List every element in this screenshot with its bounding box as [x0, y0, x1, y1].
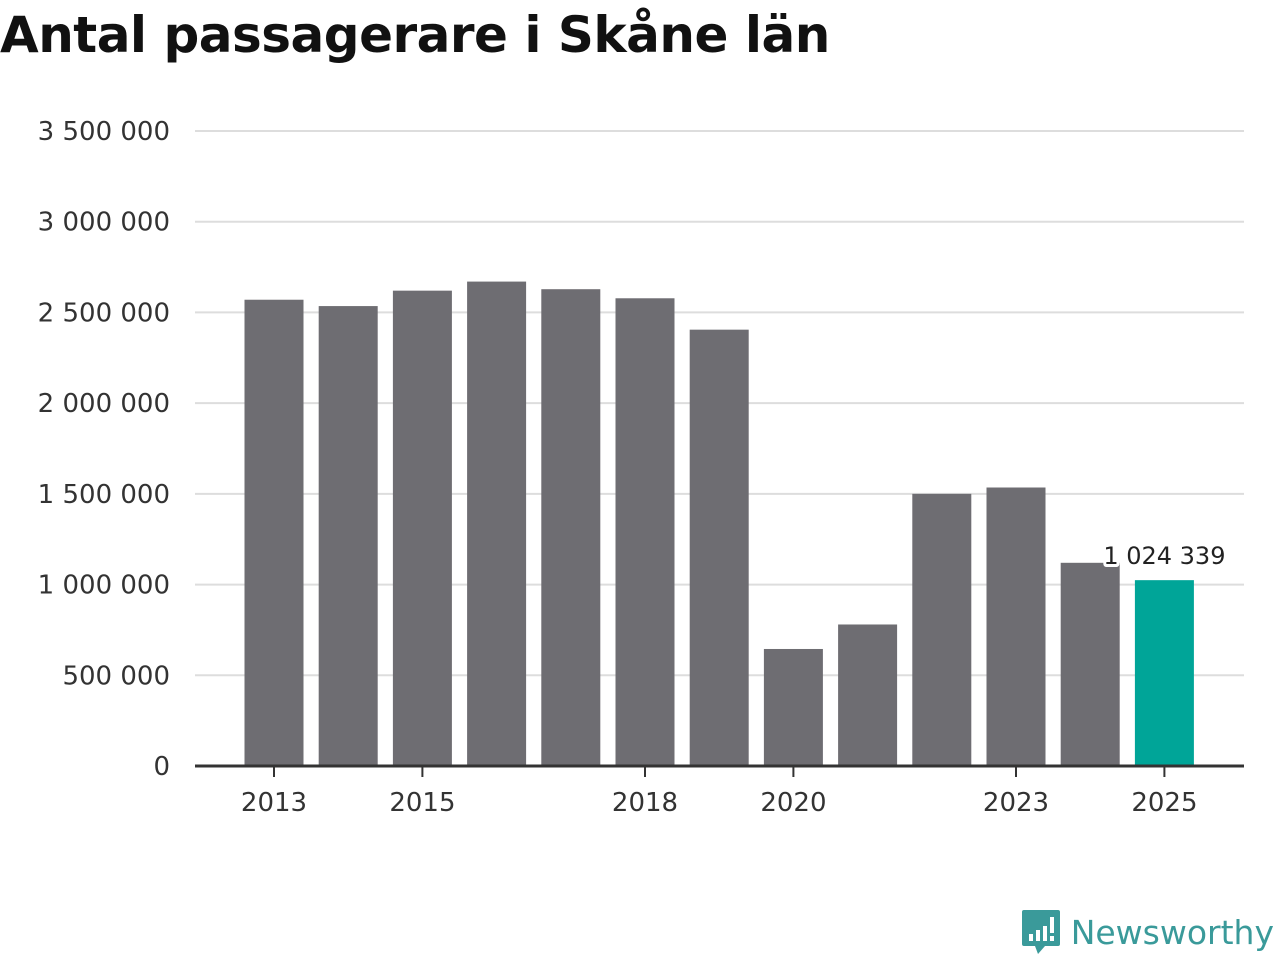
bar-2017 [541, 289, 601, 766]
x-tick-label: 2018 [612, 788, 678, 818]
bar-2024 [1060, 562, 1120, 766]
bar-2018 [615, 298, 675, 766]
y-tick-label: 1 500 000 [38, 480, 170, 510]
brand-logo: Newsworthy [1021, 908, 1274, 956]
y-tick-label: 2 500 000 [38, 298, 170, 328]
bar-2013 [244, 299, 304, 766]
bar-2015 [392, 290, 452, 766]
x-tick-label: 2015 [389, 788, 455, 818]
newsworthy-logo-icon [1021, 910, 1060, 954]
bars [244, 281, 1194, 766]
bar-2014 [318, 306, 378, 766]
chart-title: Antal passagerare i Skåne län [0, 6, 830, 64]
y-tick-label: 2 000 000 [38, 389, 170, 419]
y-tick-label: 500 000 [62, 661, 170, 691]
y-tick-label: 3 500 000 [38, 117, 170, 147]
data-labels: 1 024 339 [1100, 539, 1228, 573]
x-tick-label: 2025 [1131, 788, 1197, 818]
x-tick-label: 2023 [983, 788, 1049, 818]
bar-2016 [467, 281, 527, 766]
y-tick-label: 0 [153, 752, 170, 782]
brand-name: Newsworthy [1070, 912, 1274, 952]
x-tick-label: 2013 [241, 788, 307, 818]
bar-2021 [838, 624, 898, 766]
bar-2025 [1134, 580, 1194, 766]
x-tick-label: 2020 [760, 788, 826, 818]
highlight-value-label: 1 024 339 [1103, 542, 1225, 570]
y-tick-label: 1 000 000 [38, 571, 170, 601]
bar-2022 [912, 493, 972, 766]
y-axis-labels: 0 500 000 1 000 000 1 500 000 2 000 000 2 500… [38, 117, 170, 782]
bar-2020 [763, 648, 823, 766]
bar-2023 [986, 487, 1046, 766]
y-tick-label: 3 000 000 [38, 208, 170, 238]
bar-2019 [689, 329, 749, 766]
x-axis-ticks: 2013 2015 2018 2020 2023 2025 [241, 766, 1197, 818]
